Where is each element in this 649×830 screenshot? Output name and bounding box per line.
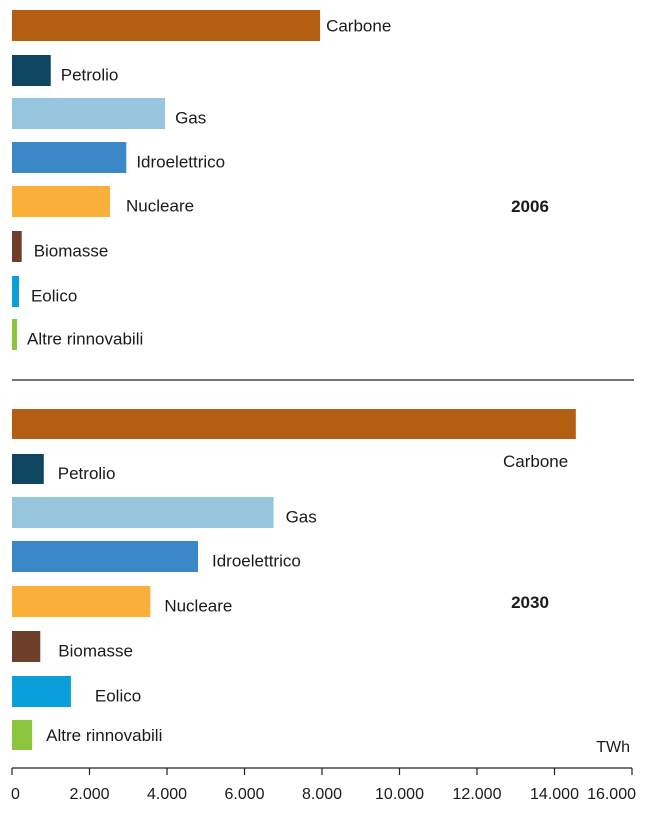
bar-label-gas-2030: Gas <box>286 508 317 527</box>
x-tick-label: 8.000 <box>302 786 342 803</box>
panel-year-label: 2030 <box>511 593 549 612</box>
bar-gas-2006 <box>12 98 166 129</box>
bar-label-biomasse-2030: Biomasse <box>58 642 133 661</box>
x-tick-label: 0 <box>11 786 20 803</box>
bar-eolico-2030 <box>12 676 71 707</box>
panel-2030: Carbone Petrolio Gas Idroelettrico Nucleare B… <box>12 409 576 750</box>
bar-biomasse-2030 <box>12 631 41 662</box>
bar-label-altre-rinnovabili-2030: Altre rinnovabili <box>46 726 162 745</box>
bar-label-nucleare-2006: Nucleare <box>126 197 194 216</box>
bar-eolico-2006 <box>12 276 19 307</box>
panel-2006: Carbone Petrolio Gas Idroelettrico Nucleare B… <box>12 10 549 350</box>
bar-nucleare-2030 <box>12 586 151 617</box>
bar-idroelettrico-2030 <box>12 541 198 572</box>
bar-label-idroelettrico-2006: Idroelettrico <box>136 153 225 172</box>
panel-year-label: 2006 <box>511 197 549 216</box>
bar-label-biomasse-2006: Biomasse <box>34 242 109 261</box>
x-tick-label: 12.000 <box>453 786 502 803</box>
x-tick-label: 16.000 <box>587 786 636 803</box>
x-tick-label: 10.000 <box>375 786 424 803</box>
bar-altre-rinnovabili-2030 <box>12 720 33 750</box>
x-axis: 0 2.000 4.000 6.000 8.000 10.000 12.000 14.000 1… <box>11 739 636 803</box>
bar-idroelettrico-2006 <box>12 142 127 173</box>
bar-label-nucleare-2030: Nucleare <box>164 597 232 616</box>
x-tick-label: 2.000 <box>69 786 109 803</box>
x-tick-label: 14.000 <box>530 786 579 803</box>
bar-altre-rinnovabili-2006 <box>12 319 18 350</box>
bar-label-carbone-2006: Carbone <box>326 17 391 36</box>
bar-carbone-2030 <box>12 409 576 439</box>
bar-carbone-2006 <box>12 10 321 41</box>
bar-label-petrolio-2006: Petrolio <box>61 66 119 85</box>
bar-petrolio-2030 <box>12 454 44 484</box>
bar-label-gas-2006: Gas <box>175 109 206 128</box>
bar-petrolio-2006 <box>12 55 51 86</box>
x-tick-label: 4.000 <box>147 786 187 803</box>
bar-label-carbone-2030: Carbone <box>503 452 568 471</box>
unit-label: TWh <box>596 739 630 756</box>
bar-nucleare-2006 <box>12 186 111 217</box>
bar-label-petrolio-2030: Petrolio <box>58 464 116 483</box>
x-tick-label: 6.000 <box>224 786 264 803</box>
bar-label-eolico-2030: Eolico <box>95 687 141 706</box>
bar-label-idroelettrico-2030: Idroelettrico <box>212 552 301 571</box>
bar-gas-2030 <box>12 497 274 528</box>
bar-label-eolico-2006: Eolico <box>31 287 77 306</box>
bar-label-altre-rinnovabili-2006: Altre rinnovabili <box>27 330 143 349</box>
bar-biomasse-2006 <box>12 231 22 262</box>
